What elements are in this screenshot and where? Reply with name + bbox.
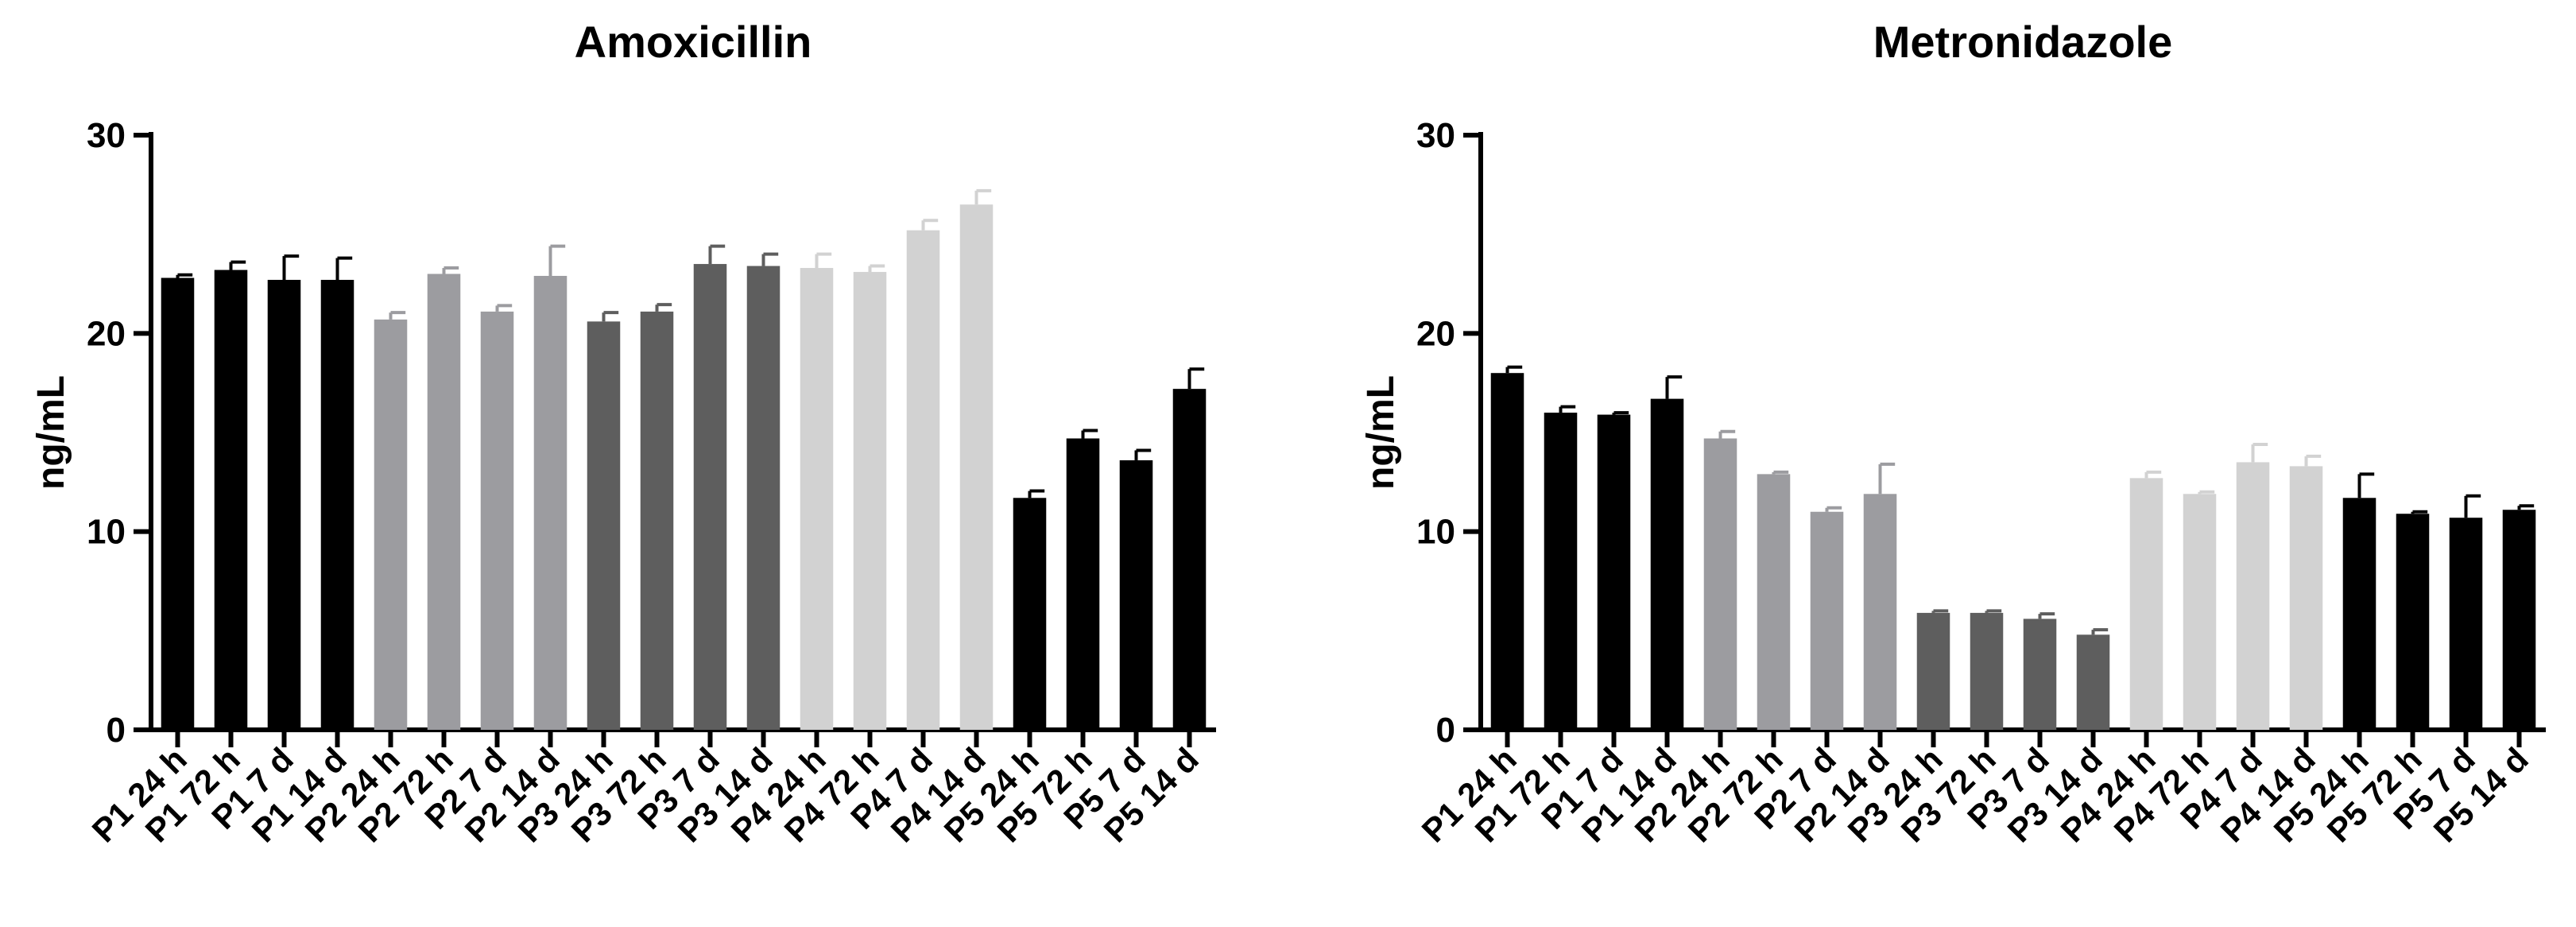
bar [161,277,195,730]
bar [1597,414,1631,730]
bar [267,280,301,731]
bar [1863,494,1897,730]
bar [2129,478,2163,730]
bar [2502,510,2536,730]
bar [1916,612,1950,730]
bar [2076,634,2110,730]
bar [320,280,354,731]
bar [2183,494,2217,730]
y-tick-label: 30 [87,116,126,155]
bar [1119,460,1153,730]
bar [1970,612,2004,730]
bar [2023,619,2057,730]
bar [1490,373,1524,730]
bar [853,272,887,730]
y-tick-label: 0 [1436,711,1455,750]
bar [1757,474,1791,730]
bar [2342,498,2377,730]
bar [2289,466,2323,730]
y-tick-label: 20 [1416,314,1455,353]
y-tick-label: 30 [1416,116,1455,155]
bar [427,273,461,730]
bar [533,276,567,730]
y-tick-label: 10 [87,513,126,552]
y-tick-label: 0 [107,711,126,750]
bar [587,321,621,731]
bar [2396,514,2430,730]
bar [1013,498,1047,730]
bar [800,268,834,730]
bar [693,264,727,731]
bar [1703,438,1737,730]
y-axis-label: ng/mL [30,375,72,490]
bar [2236,462,2270,730]
bar [746,266,781,730]
bar [2449,518,2483,730]
bar [1066,438,1100,730]
bar [214,270,248,731]
y-axis-label: ng/mL [1360,375,1402,490]
chart-title: Amoxicillin [575,17,812,67]
bar [640,311,674,730]
y-tick-label: 10 [1416,513,1455,552]
y-tick-label: 20 [87,314,126,353]
bar [959,204,994,730]
bar [374,319,408,730]
bar [480,311,514,730]
bar [1172,389,1207,730]
chart-title: Metronidazole [1873,17,2172,67]
bar [906,230,940,730]
bar [1810,511,1844,730]
bar [1650,398,1684,730]
bar [1544,413,1578,730]
